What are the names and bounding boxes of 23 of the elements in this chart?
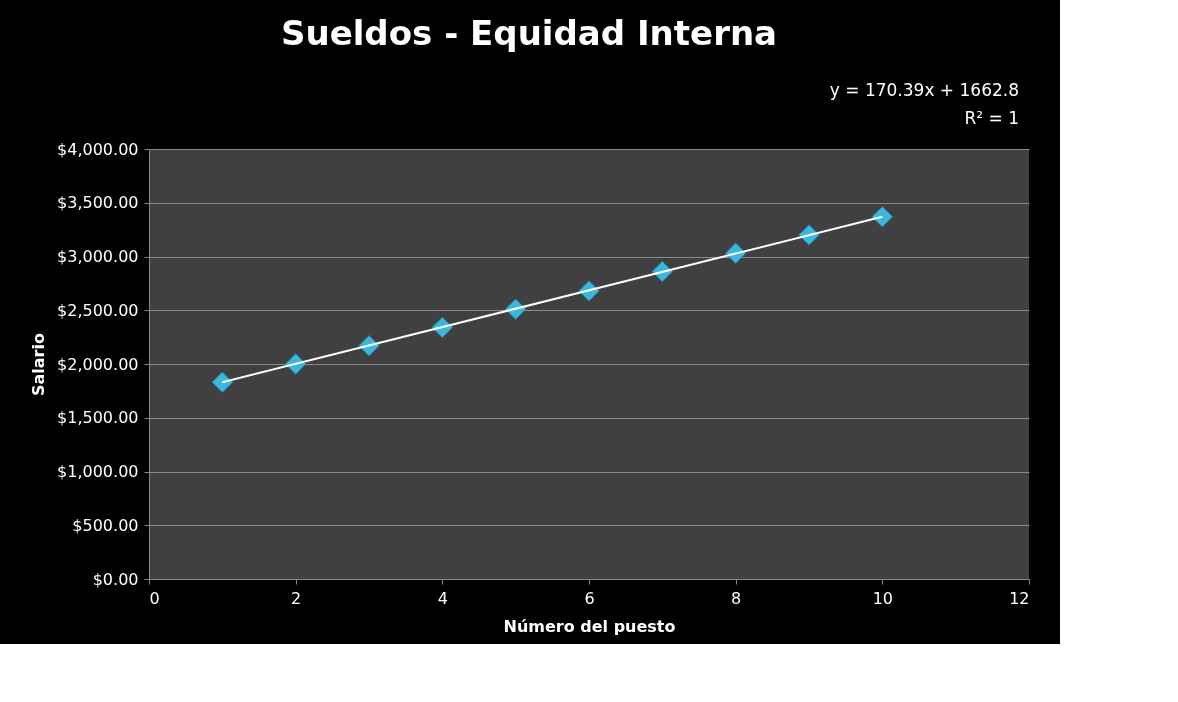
x-tick-label: 10 (872, 588, 894, 608)
y-tick-label: $1,000.00 (57, 462, 139, 481)
text: y = 170.39x + 1662.8 (829, 80, 1019, 100)
text: R² = 1 (964, 108, 1019, 128)
x-axis-title: Número del puesto (503, 616, 676, 636)
x-tick-label: 8 (731, 588, 742, 608)
y-tick-label: $1,500.00 (57, 408, 139, 428)
chart-title: Sueldos - Equidad Interna (280, 13, 778, 53)
y-tick-label: $500.00 (72, 515, 139, 535)
y-tick-label: $0.00 (92, 569, 139, 589)
x-tick-label: 12 (1009, 588, 1030, 608)
x-tick-label: 0 (149, 588, 160, 608)
y-tick-label: $2,500.00 (57, 300, 139, 320)
point (211, 371, 234, 394)
y-tick-label: $3,500.00 (57, 193, 139, 213)
y-tick-label: $4,000.00 (57, 139, 139, 159)
y-tick-label: $3,000.00 (57, 247, 139, 266)
x-tick-label: 4 (437, 588, 448, 608)
point (871, 205, 894, 228)
x-tick-label: 6 (584, 588, 595, 608)
y-tick-label: $2,000.00 (57, 354, 139, 374)
x-tick-label: 2 (291, 588, 302, 608)
y-axis-title: Salario (29, 333, 49, 396)
